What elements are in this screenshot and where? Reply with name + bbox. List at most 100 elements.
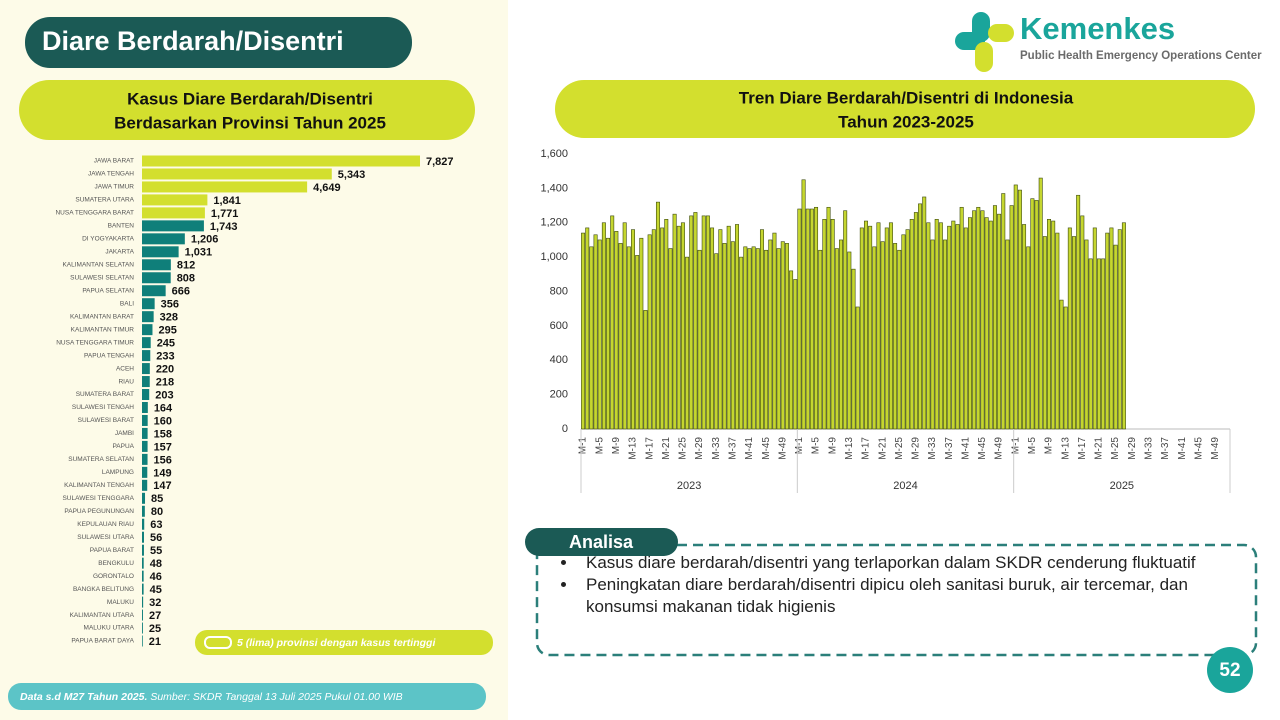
bar (1051, 220, 1056, 430)
value-label: 1,206 (191, 234, 219, 246)
bar (735, 224, 739, 430)
x-tick-label: M-9 (611, 437, 622, 455)
bar (142, 479, 148, 491)
bar (593, 234, 598, 430)
bar (968, 217, 972, 430)
value-label: 156 (154, 454, 172, 466)
bar (997, 213, 1002, 430)
bar (843, 210, 848, 430)
x-tick-label: M-1 (578, 437, 589, 455)
note-pill (195, 630, 493, 655)
x-tick-label: M-33 (927, 437, 938, 460)
value-label: 56 (150, 532, 162, 544)
bar (697, 249, 702, 430)
bar (793, 279, 798, 430)
analysis-point: Peningkatan diare berdarah/disentri dipi… (578, 574, 1248, 618)
category-label: MALUKU (107, 599, 134, 606)
category-label: DI YOGYAKARTA (82, 236, 135, 243)
bar (1109, 227, 1114, 430)
value-label: 295 (158, 325, 176, 337)
bar (610, 215, 615, 430)
bar (597, 239, 602, 430)
bar (142, 544, 144, 556)
value-label: 80 (151, 506, 163, 518)
category-label: NUSA TENGGARA BARAT (55, 210, 134, 217)
y-tick-label: 200 (550, 389, 568, 401)
bar (142, 622, 143, 634)
bar (992, 205, 997, 430)
chart-title: Kasus Diare Berdarah/Disentri (127, 89, 373, 108)
x-tick-label: M-45 (761, 437, 772, 460)
bar (1013, 184, 1018, 430)
value-label: 4,649 (313, 182, 341, 194)
bar (1092, 227, 1097, 430)
value-label: 149 (153, 467, 171, 479)
category-label: SUMATERA BARAT (76, 391, 134, 398)
bar (142, 324, 153, 336)
category-label: BENGKULU (98, 560, 134, 567)
bar (926, 222, 931, 430)
bar (905, 229, 910, 430)
bar (655, 201, 660, 430)
bar (589, 246, 594, 430)
category-label: SULAWESI TENGGARA (62, 495, 134, 502)
bar (872, 246, 877, 430)
bar (142, 505, 145, 517)
chart-title-pill (555, 80, 1255, 138)
x-tick-label: M-33 (711, 437, 722, 460)
value-label: 27 (149, 610, 161, 622)
value-label: 1,031 (185, 247, 213, 259)
x-tick-label: M-37 (1160, 437, 1171, 460)
bar (1009, 205, 1014, 430)
bar (922, 196, 927, 430)
chart-title: Berdasarkan Provinsi Tahun 2025 (114, 113, 386, 132)
category-label: JAKARTA (105, 249, 134, 256)
bar (1030, 198, 1035, 430)
y-tick-label: 800 (550, 285, 568, 297)
footer-source: Sumber: SKDR Tanggal 13 Juli 2025 Pukul … (150, 691, 402, 703)
bar (851, 268, 856, 430)
x-tick-label: M-37 (727, 437, 738, 460)
category-label: GORONTALO (93, 573, 134, 580)
category-label: BALI (120, 300, 134, 307)
bar (639, 237, 644, 430)
bar (142, 155, 420, 167)
bar (142, 427, 148, 439)
bar (797, 208, 802, 430)
category-label: SUMATERA UTARA (75, 197, 134, 204)
bar (606, 237, 611, 430)
bar (1042, 236, 1047, 430)
value-label: 160 (154, 415, 172, 427)
bar (142, 557, 144, 569)
bar (839, 239, 843, 430)
bar (1067, 227, 1072, 430)
logo-part (988, 24, 1014, 42)
value-label: 808 (177, 273, 195, 285)
analysis-pill (525, 528, 678, 556)
bar (980, 210, 985, 430)
analysis-heading: Analisa (569, 532, 634, 552)
group-label: 2024 (893, 480, 917, 492)
bar (142, 350, 151, 362)
value-label: 245 (157, 338, 175, 350)
bar (142, 609, 143, 621)
bar (142, 531, 144, 543)
x-tick-label: M-9 (827, 437, 838, 455)
bar (863, 220, 868, 430)
value-label: 328 (160, 312, 178, 324)
page-badge (1207, 647, 1253, 693)
x-tick-label: M-45 (1193, 437, 1204, 460)
bar (784, 243, 789, 430)
x-tick-label: M-33 (1144, 437, 1155, 460)
bar (680, 222, 685, 430)
bar (676, 225, 681, 430)
value-label: 158 (154, 428, 172, 440)
bar (142, 168, 332, 180)
bar (1084, 239, 1089, 430)
x-tick-label: M-5 (594, 437, 605, 455)
analysis-list: Kasus diare berdarah/disentri yang terla… (548, 552, 1248, 618)
bar (142, 596, 144, 608)
bar (751, 246, 756, 430)
bar (747, 248, 752, 430)
